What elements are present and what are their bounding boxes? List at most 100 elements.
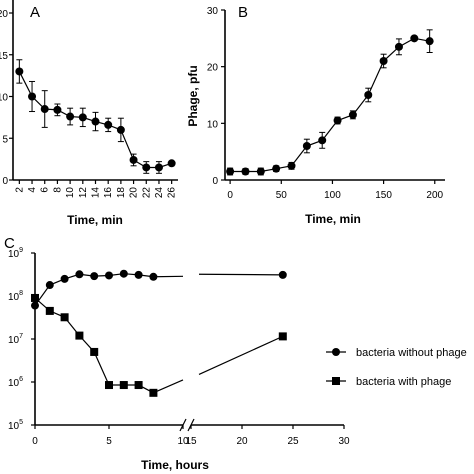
panel-b-point (425, 37, 434, 46)
panel-a-point (104, 120, 113, 129)
panel-a-x-tick-label: 12 (78, 187, 89, 199)
panel-b-point (241, 167, 250, 176)
panel-c-series-1-point (134, 381, 143, 390)
panel-a-x-tick-label: 2 (14, 187, 25, 193)
panel-a-point (91, 117, 100, 126)
panel-a-y-tick-label: 5 (2, 134, 8, 145)
panel-c-x-label: Time, hours (141, 458, 209, 472)
panel-b-point (287, 161, 296, 170)
panel-a-point (116, 125, 125, 134)
panel-b-x-tick-label: 0 (227, 190, 233, 201)
panel-c-x-tick-label: 30 (338, 436, 350, 447)
panel-c-x-tick-label: 10 (177, 436, 189, 447)
panel-c-label: C (4, 235, 15, 252)
legend: bacteria without phage bacteria with pha… (326, 347, 467, 388)
panel-c-series-0-point (75, 270, 84, 279)
panel-a-y-tick-label: 0 (2, 176, 8, 187)
panel-c-series-0-point (278, 270, 287, 279)
panel-b-point (379, 57, 388, 65)
panel-a-x-tick-label: 22 (141, 187, 152, 199)
panel-c-series-1-connector (198, 335, 284, 375)
panel-c-series-0-point (60, 274, 69, 283)
panel-a-x-tick-label: 10 (65, 187, 76, 199)
panel-a-x-tick-label: 20 (129, 187, 140, 199)
panel-a-x-tick-label: 4 (27, 187, 38, 193)
panel-c-x-tick-label: 0 (32, 436, 38, 447)
panel-c-series-0-point (105, 271, 113, 280)
panel-b-label: B (238, 4, 248, 21)
panel-b-y-tick-label: 0 (212, 176, 218, 187)
panel-c-y-tick-label: 106 (8, 376, 23, 389)
panel-c-series-0-connector (198, 273, 283, 276)
panel-c: C Time, hours bacteria without phage bac… (4, 235, 467, 472)
panel-c-y-tick-label: 105 (8, 419, 23, 432)
panel-b-point (272, 164, 281, 173)
panel-b-x-tick-label: 200 (426, 190, 443, 201)
panel-a-point (15, 67, 24, 76)
panel-b-point (226, 167, 235, 176)
panel-b-point (333, 116, 342, 125)
panel-a-y-tick-label: 15 (0, 51, 8, 62)
panel-a-label: A (30, 4, 40, 21)
panel-c-series-1-point (31, 293, 39, 302)
legend-label-with-phage: bacteria with phage (356, 376, 451, 388)
panel-c-series-0-point (45, 281, 54, 290)
panel-c-x-tick-label: 15 (185, 436, 197, 447)
panel-a-point (66, 112, 75, 121)
panel-b: B Time, min Phage, pfu 0 10 20 30 0 50 100 150 2… (186, 4, 445, 226)
panel-b-point (302, 142, 311, 150)
panel-a-point (28, 92, 37, 101)
panel-c-series-1-point (105, 381, 113, 390)
panel-c-series-1-point (119, 381, 128, 390)
panel-a-point (154, 163, 163, 172)
panel-c-y-tick-label: 109 (8, 247, 23, 260)
panel-a-x-label: Time, min (67, 213, 123, 227)
panel-b-point (318, 136, 327, 145)
panel-b-point (394, 42, 403, 51)
panel-c-series-1-point (45, 306, 54, 315)
panel-a-x-tick-label: 16 (103, 187, 114, 199)
panel-c-series-1-point (149, 388, 158, 397)
panel-b-y-tick-label: 20 (207, 63, 219, 74)
panel-a-x-tick-label: 6 (40, 187, 51, 193)
panel-b-point (364, 91, 373, 99)
panel-c-x-tick-label: 25 (287, 436, 299, 447)
panel-a-point (129, 155, 138, 164)
panel-c-series-1-point (90, 347, 99, 356)
panel-b-y-tick-label: 10 (207, 119, 219, 130)
panel-b-series-line (230, 37, 430, 173)
panel-c-series-1-point (278, 332, 287, 341)
panel-a-y-tick-label: 10 (0, 93, 8, 104)
panel-c-series-1-point (75, 331, 84, 340)
panel-b-x-tick-label: 100 (324, 190, 341, 201)
legend-marker-with-phage (332, 377, 340, 385)
panel-c-y-tick-label: 108 (8, 290, 23, 303)
panel-c-series-0-point (90, 272, 99, 281)
panel-c-x-tick-label: 20 (236, 436, 248, 447)
panel-a-point (40, 105, 49, 114)
panel-b-point (410, 34, 419, 43)
panel-c-series-0-point (31, 301, 39, 310)
panel-a-x-tick-label: 18 (116, 187, 127, 199)
panel-a-point (78, 113, 87, 122)
panel-a-point (167, 159, 176, 168)
panel-b-point (256, 167, 265, 176)
panel-a-point (53, 105, 62, 114)
legend-label-without-phage: bacteria without phage (356, 347, 467, 359)
panel-b-x-label: Time, min (305, 212, 361, 226)
panel-a-x-tick-label: 14 (91, 187, 102, 199)
panel-c-y-tick-label: 107 (8, 333, 23, 346)
panel-a-x-tick-label: 24 (154, 187, 165, 199)
panel-c-x-tick-label: 5 (106, 436, 112, 447)
panel-c-series-1-connector (153, 379, 184, 394)
panel-a-y-tick-label: 20 (0, 9, 8, 20)
panel-b-x-tick-label: 50 (276, 190, 288, 201)
panel-a-point (142, 163, 151, 172)
panel-b-x-tick-label: 150 (375, 190, 392, 201)
panel-a-x-tick-label: 26 (167, 187, 178, 199)
panel-b-point (348, 110, 357, 119)
panel-b-y-tick-label: 30 (207, 6, 219, 17)
panel-c-series-0-point (119, 269, 128, 278)
panel-c-series-0-point (149, 272, 158, 281)
